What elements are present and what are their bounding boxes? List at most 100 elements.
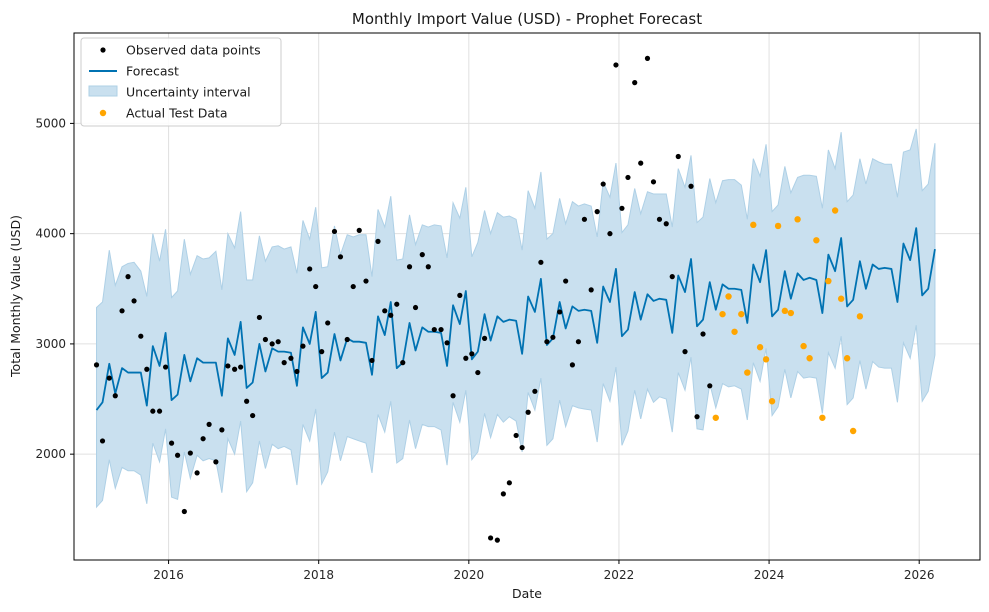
observed-point-41: [350, 283, 356, 290]
observed-point-21: [225, 363, 231, 369]
legend-interval-label: Uncertainty interval: [126, 85, 251, 100]
test-point-10: [774, 222, 782, 230]
observed-point-42: [356, 227, 362, 233]
test-point-5: [744, 369, 751, 376]
observed-point-79: [588, 287, 594, 293]
observed-point-36: [319, 349, 325, 355]
observed-point-38: [331, 228, 338, 235]
legend-box: [80, 37, 282, 127]
test-point-1: [719, 310, 726, 318]
legend-interval-marker: [88, 85, 118, 97]
observed-point-58: [457, 292, 463, 298]
observed-point-26: [256, 314, 262, 321]
legend-test-label: Actual Test Data: [126, 106, 228, 121]
observed-point-78: [581, 216, 588, 222]
test-point-7: [756, 344, 764, 351]
observed-point-31: [288, 355, 294, 361]
y-axis-title: Total Monthly Value (USD): [8, 215, 23, 378]
observed-point-80: [594, 209, 600, 215]
observed-point-3: [112, 393, 118, 399]
observed-point-73: [550, 334, 556, 340]
x-tick-label-1: 2018: [303, 568, 334, 582]
test-point-20: [837, 295, 845, 302]
observed-point-51: [412, 304, 419, 311]
observed-point-64: [494, 537, 500, 543]
chart-title: Monthly Import Value (USD) - Prophet For…: [352, 10, 702, 28]
observed-point-66: [506, 480, 512, 486]
observed-point-15: [187, 450, 193, 456]
test-point-13: [794, 216, 801, 223]
observed-point-98: [707, 383, 713, 389]
observed-point-17: [200, 436, 206, 442]
observed-point-85: [625, 174, 631, 181]
observed-point-39: [337, 254, 344, 260]
observed-point-16: [194, 470, 200, 476]
test-point-18: [825, 277, 832, 285]
test-point-9: [768, 398, 776, 405]
observed-point-40: [344, 336, 350, 343]
legend-test-marker: [99, 109, 107, 117]
observed-point-18: [206, 421, 212, 427]
observed-point-27: [262, 336, 269, 343]
observed-point-61: [475, 369, 481, 376]
observed-point-55: [438, 326, 444, 333]
observed-point-43: [363, 278, 369, 284]
x-tick-label-4: 2024: [754, 568, 785, 582]
observed-point-96: [694, 414, 700, 420]
observed-point-72: [544, 339, 550, 345]
observed-point-14: [181, 508, 187, 515]
test-point-19: [831, 207, 839, 214]
observed-point-22: [232, 366, 238, 372]
observed-point-53: [425, 264, 431, 270]
observed-point-0: [93, 362, 100, 368]
forecast-line: [95, 227, 936, 411]
observed-point-76: [569, 362, 576, 368]
observed-point-25: [250, 412, 256, 419]
observed-point-4: [119, 308, 125, 314]
observed-point-24: [244, 398, 250, 404]
observed-point-29: [275, 339, 281, 345]
observed-point-91: [663, 221, 669, 227]
observed-point-81: [600, 181, 606, 187]
observed-point-10: [156, 408, 163, 414]
observed-point-89: [650, 179, 657, 185]
forecast-series: [95, 227, 936, 411]
observed-point-68: [519, 444, 525, 451]
observed-point-8: [144, 366, 150, 372]
test-point-12: [787, 309, 795, 317]
test-point-21: [843, 355, 851, 362]
observed-point-34: [307, 266, 313, 272]
test-point-23: [856, 313, 864, 320]
observed-point-90: [656, 216, 663, 222]
observed-point-23: [238, 364, 244, 370]
observed-point-67: [513, 432, 519, 439]
observed-point-45: [375, 238, 381, 244]
observed-point-30: [281, 360, 287, 366]
observed-point-65: [500, 491, 506, 497]
observed-point-37: [325, 320, 331, 326]
y-tick-label-1: 3000: [35, 337, 66, 351]
observed-point-28: [269, 341, 275, 347]
observed-point-74: [557, 309, 563, 315]
test-point-16: [813, 237, 820, 244]
legend-forecast-label: Forecast: [126, 64, 179, 79]
observed-point-49: [400, 360, 406, 366]
x-tick-label-3: 2022: [604, 568, 635, 582]
y-tick-label-3: 5000: [35, 116, 66, 130]
observed-point-62: [481, 335, 488, 341]
y-axis-ticks: 2000 3000 4000 5000: [35, 116, 74, 461]
legend-observed-label: Observed data points: [126, 43, 261, 58]
legend: Observed data points Forecast Uncertaint…: [80, 37, 282, 127]
observed-point-20: [219, 427, 225, 433]
observed-point-63: [487, 535, 494, 541]
observed-point-7: [138, 333, 144, 339]
observed-point-97: [700, 331, 706, 337]
x-tick-label-5: 2026: [904, 568, 935, 582]
observed-point-87: [638, 160, 644, 166]
observed-point-70: [532, 388, 538, 394]
observed-series: [93, 55, 713, 543]
test-point-8: [762, 356, 770, 363]
test-point-11: [781, 307, 789, 315]
observed-point-77: [575, 339, 582, 345]
